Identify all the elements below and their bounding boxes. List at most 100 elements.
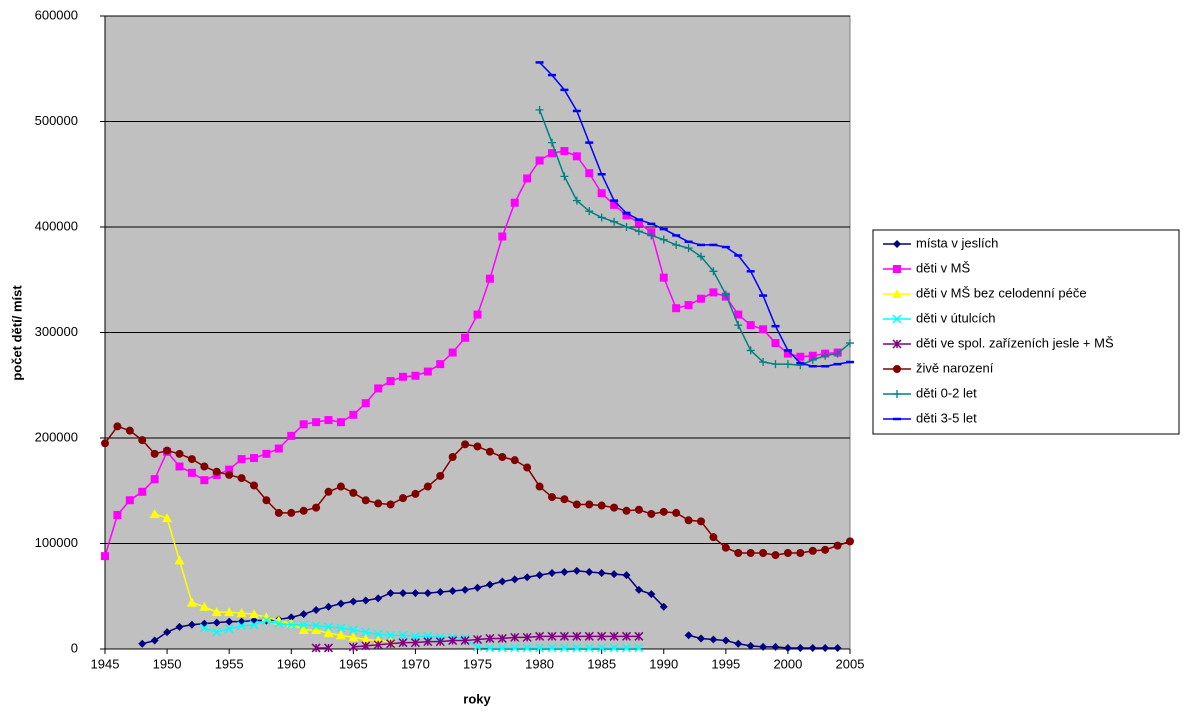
marker <box>175 622 184 631</box>
marker <box>101 552 109 561</box>
marker <box>461 585 470 594</box>
marker <box>796 548 805 557</box>
marker <box>336 418 345 427</box>
marker <box>374 594 383 603</box>
marker <box>771 642 780 651</box>
y-tick-label: 300000 <box>35 324 78 339</box>
marker <box>262 449 271 458</box>
marker <box>560 495 569 504</box>
marker <box>361 641 371 651</box>
marker <box>746 346 755 355</box>
marker <box>138 639 147 648</box>
marker <box>697 634 705 643</box>
marker <box>274 619 284 629</box>
marker <box>423 482 432 491</box>
marker <box>312 605 321 614</box>
marker <box>548 138 556 147</box>
marker <box>485 580 494 589</box>
y-tick-label: 500000 <box>35 113 78 128</box>
marker <box>535 643 545 653</box>
marker <box>597 643 607 653</box>
marker <box>335 630 346 640</box>
marker <box>609 631 619 641</box>
marker <box>473 583 482 592</box>
marker <box>473 310 482 319</box>
marker <box>324 602 333 611</box>
marker <box>461 333 470 342</box>
marker <box>647 590 656 599</box>
marker <box>101 439 109 448</box>
marker <box>225 465 234 474</box>
marker <box>709 288 718 297</box>
marker <box>510 575 519 584</box>
marker <box>436 360 445 369</box>
marker <box>634 227 643 236</box>
x-tick-label: 2000 <box>773 656 802 671</box>
legend-label: místa v jeslích <box>916 235 998 250</box>
marker <box>808 355 817 364</box>
marker <box>634 585 643 594</box>
marker <box>821 643 830 652</box>
marker <box>808 643 817 652</box>
marker <box>411 589 420 598</box>
marker <box>846 339 854 348</box>
marker <box>361 596 370 605</box>
marker <box>349 488 358 497</box>
marker <box>323 628 334 638</box>
marker <box>249 609 259 619</box>
legend-label: živě narození <box>916 360 994 375</box>
marker <box>647 509 656 518</box>
marker <box>610 217 619 226</box>
marker <box>610 503 619 512</box>
marker <box>236 608 247 618</box>
x-tick-label: 1975 <box>463 656 492 671</box>
marker <box>559 643 569 653</box>
marker <box>634 218 643 227</box>
marker <box>892 339 902 349</box>
marker <box>510 643 520 653</box>
marker <box>149 508 160 518</box>
marker <box>485 274 494 283</box>
marker <box>461 440 470 449</box>
marker <box>572 643 582 653</box>
marker <box>150 475 159 484</box>
marker <box>485 633 495 643</box>
series-line <box>316 635 639 649</box>
marker <box>796 352 805 361</box>
x-axis-title: roky <box>463 691 491 706</box>
marker <box>361 627 371 637</box>
marker <box>187 620 196 629</box>
marker <box>125 496 134 505</box>
marker <box>410 638 420 648</box>
marker <box>361 399 370 408</box>
marker <box>523 463 532 472</box>
legend-label: děti v MŠ <box>916 260 971 275</box>
marker <box>386 500 395 509</box>
marker <box>709 267 718 276</box>
marker <box>684 244 693 253</box>
marker <box>299 620 309 630</box>
marker <box>250 454 258 463</box>
marker <box>225 470 234 479</box>
marker <box>535 482 544 491</box>
marker <box>833 643 842 652</box>
x-tick-label: 1955 <box>215 656 244 671</box>
marker <box>113 422 122 431</box>
marker <box>659 602 668 611</box>
marker <box>237 621 247 631</box>
marker <box>336 482 345 491</box>
marker <box>411 371 420 380</box>
marker <box>893 365 901 373</box>
marker <box>386 639 396 649</box>
marker <box>224 607 235 617</box>
marker <box>448 586 457 595</box>
marker <box>734 310 743 319</box>
marker <box>224 624 234 634</box>
marker <box>113 511 122 520</box>
marker <box>893 265 901 273</box>
y-tick-label: 200000 <box>35 429 78 444</box>
marker <box>585 207 594 216</box>
marker <box>348 642 358 652</box>
marker <box>312 418 321 427</box>
marker <box>349 597 358 606</box>
